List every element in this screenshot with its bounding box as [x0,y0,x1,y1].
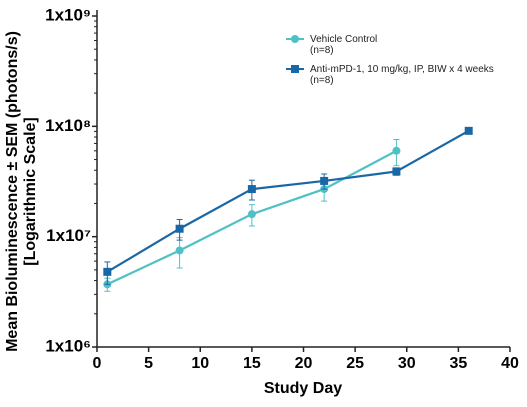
x-tick-label: 5 [144,355,153,372]
y-axis-label: Mean Bioluminescence ± SEM (photons/s)[L… [4,31,39,352]
y-tick-label: 1x10⁷ [46,226,91,245]
legend-marker [291,35,299,43]
legend: Vehicle Control (n=8) Anti-mPD-1, 10 mg/k… [284,34,494,94]
x-tick-label: 40 [501,355,519,372]
y-tick-label: 1x10⁶ [45,336,91,355]
x-tick-label: 35 [449,355,467,372]
x-tick-label: 20 [295,355,313,372]
legend-icon [286,65,304,73]
x-tick-label: 15 [243,355,261,372]
marker [464,126,473,135]
marker [175,224,184,233]
legend-label: Anti-mPD-1, 10 mg/kg, IP, BIW x 4 weeks … [310,64,494,86]
x-tick-label: 30 [398,355,416,372]
series-line [106,129,470,273]
legend-marker [291,65,299,73]
x-tick-label: 0 [93,355,102,372]
marker [392,167,401,176]
legend-item: Anti-mPD-1, 10 mg/kg, IP, BIW x 4 weeks … [284,64,494,86]
legend-label: Vehicle Control (n=8) [310,34,378,56]
marker [103,267,112,276]
marker [320,176,329,185]
marker [247,185,256,194]
x-tick-label: 10 [191,355,209,372]
x-axis-label: Study Day [264,380,342,397]
y-tick-label: 1x10⁸ [45,116,91,135]
marker [392,146,401,155]
y-tick-label: 1x10⁹ [45,5,91,24]
legend-item: Vehicle Control (n=8) [284,34,494,56]
marker [175,246,184,255]
legend-icon [286,35,304,43]
x-tick-label: 25 [346,355,364,372]
marker [247,210,256,219]
